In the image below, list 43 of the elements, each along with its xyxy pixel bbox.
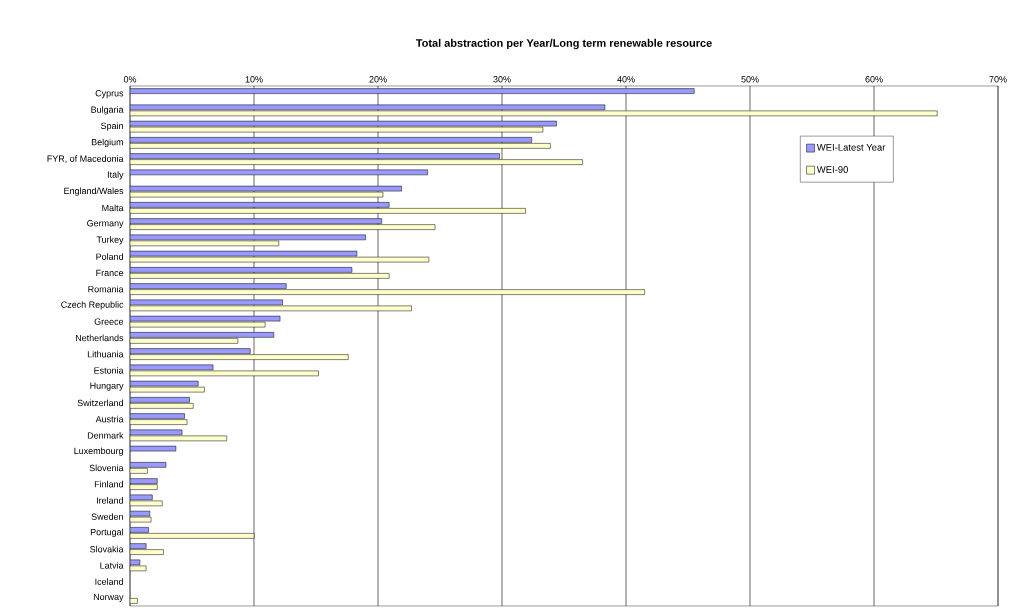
chart-title: Total abstraction per Year/Long term renewable resource [415,38,712,50]
y-tick-label: Finland [94,480,123,488]
x-tick-label: 40% [617,76,635,83]
y-tick-label: Denmark [87,432,124,439]
y-tick-label: Greece [94,318,124,325]
y-tick-label: FYR, of Macedonia [47,155,124,163]
y-tick-label: Estonia [94,367,124,374]
y-tick-label: Czech Republic [61,301,124,310]
y-tick-label: Turkey [96,236,124,245]
y-tick-label: Bulgaria [91,106,124,115]
y-tick-label: Norway [93,593,124,602]
y-tick-label: Luxembourg [74,447,123,456]
y-tick-label: Poland [96,253,123,260]
x-tick-label: 20% [369,76,387,83]
y-tick-label: Slovenia [89,464,124,472]
y-tick-label: Cyprus [95,90,124,99]
y-tick-label: France [96,269,124,276]
x-tick-label: 30% [493,76,511,83]
y-tick-label: Austria [95,415,124,423]
y-tick-label: Italy [107,171,124,180]
x-tick-label: 60% [865,76,883,83]
y-tick-label: Germany [87,220,124,229]
y-tick-label: Spain [101,122,123,131]
y-tick-label: Belgium [91,138,123,148]
legend-label: WEI-Latest Year [816,144,886,151]
y-tick-label: Ireland [96,497,123,504]
y-tick-label: Malta [102,204,124,212]
x-tick-label: 70% [989,76,1007,83]
y-tick-label: Netherlands [75,334,124,342]
y-tick-label: Sweden [91,513,123,520]
y-tick-label: Switzerland [77,399,123,407]
legend-label: WEI-90 [816,166,848,173]
x-tick-label: 10% [245,76,263,83]
x-tick-label: 50% [741,76,759,83]
y-tick-label: Romania [88,285,124,293]
y-tick-label: Portugal [90,528,123,538]
y-tick-label: Hungary [90,382,124,391]
y-tick-label: Slovakia [90,545,124,553]
y-tick-label: Lithuania [87,350,124,358]
y-tick-label: England/Wales [64,187,124,196]
x-tick-label: 0% [123,76,137,83]
y-tick-label: Iceland [95,578,123,585]
y-tick-label: Latvia [100,562,124,569]
